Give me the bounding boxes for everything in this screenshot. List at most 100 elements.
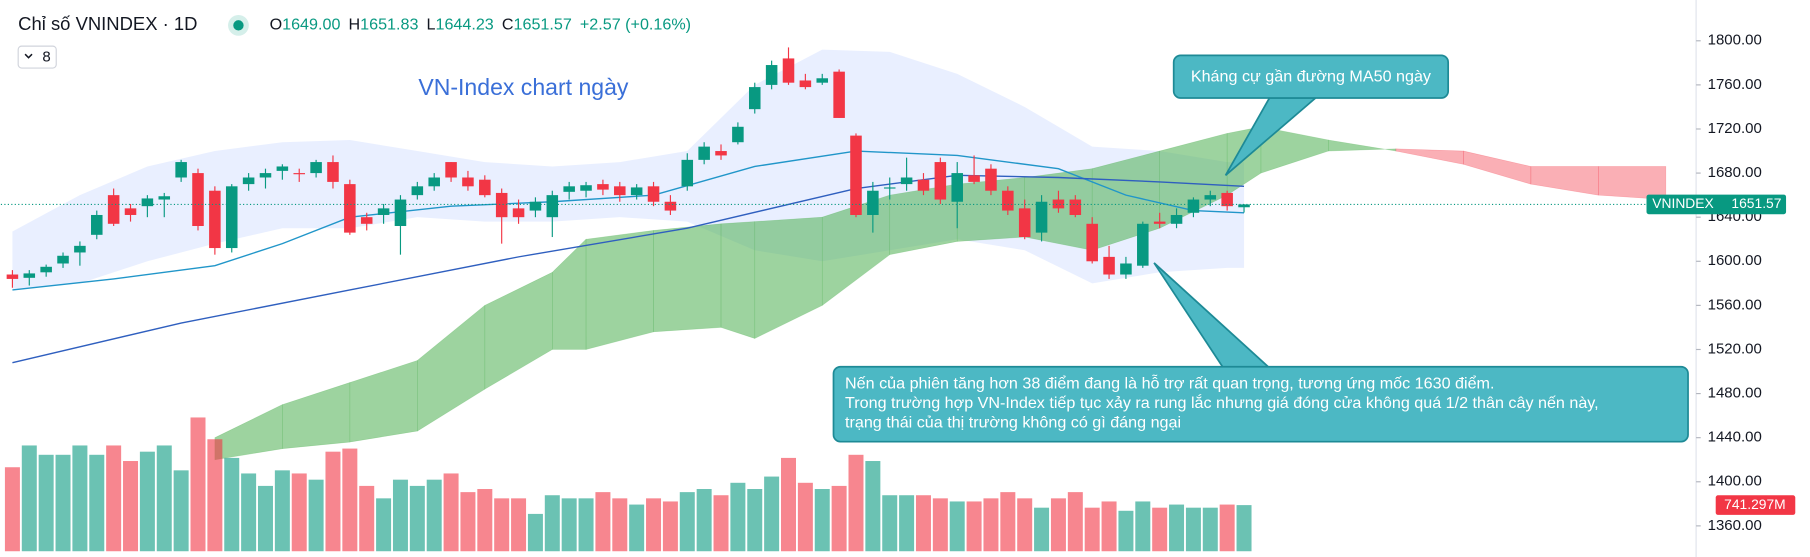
candle-body [833,71,845,118]
cloud-segment [1463,150,1532,185]
candle-body [934,162,947,200]
volume-bar [426,479,442,552]
y-tick-label: 1520.00 [1708,340,1762,357]
candle-body [74,245,86,253]
volume-bar [679,492,695,552]
y-tick-label: 1760.00 [1708,76,1762,93]
candle-body [968,175,980,182]
ohlc-key: O [270,16,283,34]
callout-text: Kháng cự gần đường MA50 ngày [1191,68,1432,86]
volume-bar [696,489,712,552]
volume-bar [291,473,307,552]
volume-bar [1050,498,1066,552]
ohlc-legend: O1649.00 H1651.83 L1644.23 C1651.57 +2.57 (+… [270,16,691,34]
volume-bar [747,489,763,552]
volume-bar [983,498,999,552]
cloud-segment [720,221,756,339]
candle-body [360,217,373,224]
candle-body [1187,199,1200,213]
y-tick-label: 1600.00 [1708,252,1762,269]
volume-bar [1185,507,1201,552]
volume-bar [190,417,206,552]
volume-bar [21,445,37,552]
candle-body [445,162,457,178]
callout-text: trạng thái của thị trường không có gì đá… [845,413,1181,431]
ohlc-value: 1649.00 [282,16,340,34]
callout-text: Nến của phiên tăng hơn 38 điểm đang là h… [845,373,1494,392]
volume-bar [932,498,948,552]
volume-bar [460,492,476,552]
volume-bar [1067,492,1083,552]
volume-bar [595,492,611,552]
volume-bar [477,489,493,552]
volume-bar [224,457,240,552]
candle-body [1069,199,1082,215]
volume-bar [1000,492,1016,552]
header-bg [0,0,739,42]
candle-body [1035,201,1048,233]
y-tick-label: 1720.00 [1708,120,1762,137]
volume-bar [578,498,594,552]
candle-body [158,196,171,200]
volume-bar [646,498,662,552]
y-tick-label: 1400.00 [1708,473,1762,490]
volume-bar [207,439,223,552]
volume-bar [156,445,172,552]
candle-body [597,184,609,190]
volume-bar [1118,510,1134,552]
candle-body [1238,204,1250,208]
indicator-toggle[interactable] [17,45,57,69]
candle-body [782,58,795,83]
candle-body [479,179,491,196]
y-tick-label: 1440.00 [1708,429,1762,446]
volume-bar [814,489,830,552]
ohlc-value: 1651.83 [360,16,418,34]
candle-body [57,255,69,264]
volume-bar [392,479,408,552]
volume-bar [781,457,796,552]
cloud-segment [653,223,722,333]
y-tick-label: 1480.00 [1708,385,1762,402]
candle-body [1170,214,1183,224]
candle-body [192,173,204,227]
candle-body [664,201,677,211]
volume-bar [831,485,847,552]
ohlc-value: 1651.57 [514,16,572,34]
cloud-segment [1598,166,1667,200]
candle-body [850,135,862,215]
candle-body [91,214,103,235]
candle-body [1221,192,1233,207]
candle-body [816,78,829,83]
candle-body [732,126,744,143]
volume-bar [308,479,324,552]
candle-body [40,266,52,273]
callout-box [1172,54,1450,99]
volume-bar [966,501,982,552]
candle-body [614,186,626,196]
candle-body [900,177,913,185]
y-tick-label: 1800.00 [1708,32,1762,49]
volume-bar [325,451,341,552]
candle-body [124,208,137,215]
volume-bar [494,498,510,552]
candle-body [630,187,643,196]
volume-bar [1084,507,1100,552]
volume-bar [89,454,105,552]
candle-body [394,199,407,227]
volume-badge [1715,495,1796,515]
ohlc-key: H [348,16,360,34]
candle-body [1103,256,1115,275]
candle-body [765,65,778,85]
volume-bar [123,461,139,552]
volume-bar [629,504,645,552]
y-tick-label: 1680.00 [1708,164,1762,181]
volume-bar [55,454,71,552]
volume-badge-label: 741.297M [1724,496,1786,512]
candle-body [276,166,289,171]
volume-bar [1017,498,1033,552]
candle-body [985,168,997,191]
candle-body [1018,208,1031,238]
candle-body [242,177,255,185]
